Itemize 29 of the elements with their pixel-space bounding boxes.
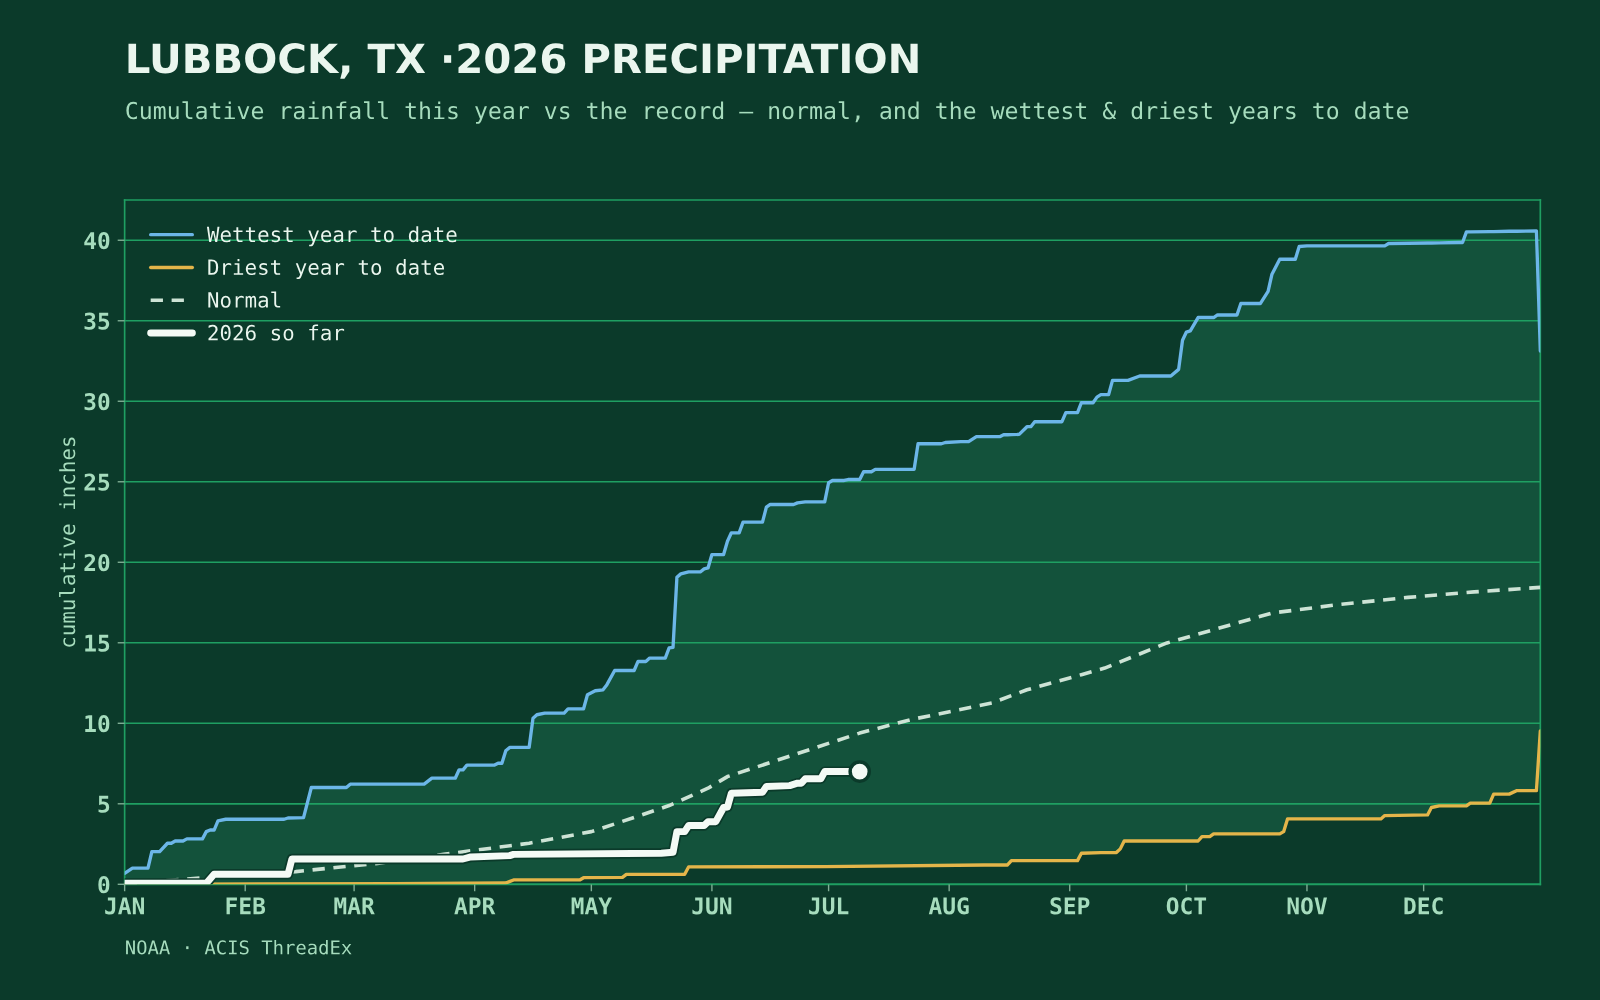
x-tick-label: MAY xyxy=(571,897,612,915)
x-tick-label: SEP xyxy=(1050,897,1090,915)
y-tick-label: 0 xyxy=(98,876,110,894)
legend-label: 2026 so far xyxy=(208,324,345,341)
x-tick-label: FEB xyxy=(226,897,266,915)
x-tick-label: JAN xyxy=(105,897,144,915)
x-tick-label: APR xyxy=(454,897,496,915)
y-tick-label: 35 xyxy=(84,312,110,330)
legend-label: Normal xyxy=(208,291,281,308)
x-tick-label: OCT xyxy=(1166,897,1207,915)
text: NOAA · ACIS ThreadEx xyxy=(126,939,352,955)
y-tick-label: 40 xyxy=(84,231,110,250)
x-tick-label: MAR xyxy=(334,897,375,915)
y-axis-title: cumulative inches xyxy=(59,437,76,647)
y-tick-label: 25 xyxy=(84,473,110,491)
y-tick-label: 20 xyxy=(84,553,110,572)
x-tick-label: DEC xyxy=(1404,897,1443,915)
legend-label: Wettest year to date xyxy=(206,226,457,247)
legend-label: Driest year to date xyxy=(208,258,445,280)
x-tick-label: JUN xyxy=(692,897,732,915)
y-tick-label: 10 xyxy=(85,714,110,733)
y-tick-label: 15 xyxy=(85,634,110,652)
y-tick-label: 30 xyxy=(84,392,110,411)
chart-title: LUBBOCK, TX ·2026 PRECIPITATION xyxy=(128,43,918,79)
chart-subtitle: Cumulative rainfall this year vs the record — normal, and the wettest & driest years to date xyxy=(126,101,1409,124)
x-tick-label: JUL xyxy=(809,897,849,915)
y-tick-label: 5 xyxy=(98,795,110,813)
x-tick-label: AUG xyxy=(928,897,969,915)
x-tick-label: NOV xyxy=(1287,897,1328,915)
